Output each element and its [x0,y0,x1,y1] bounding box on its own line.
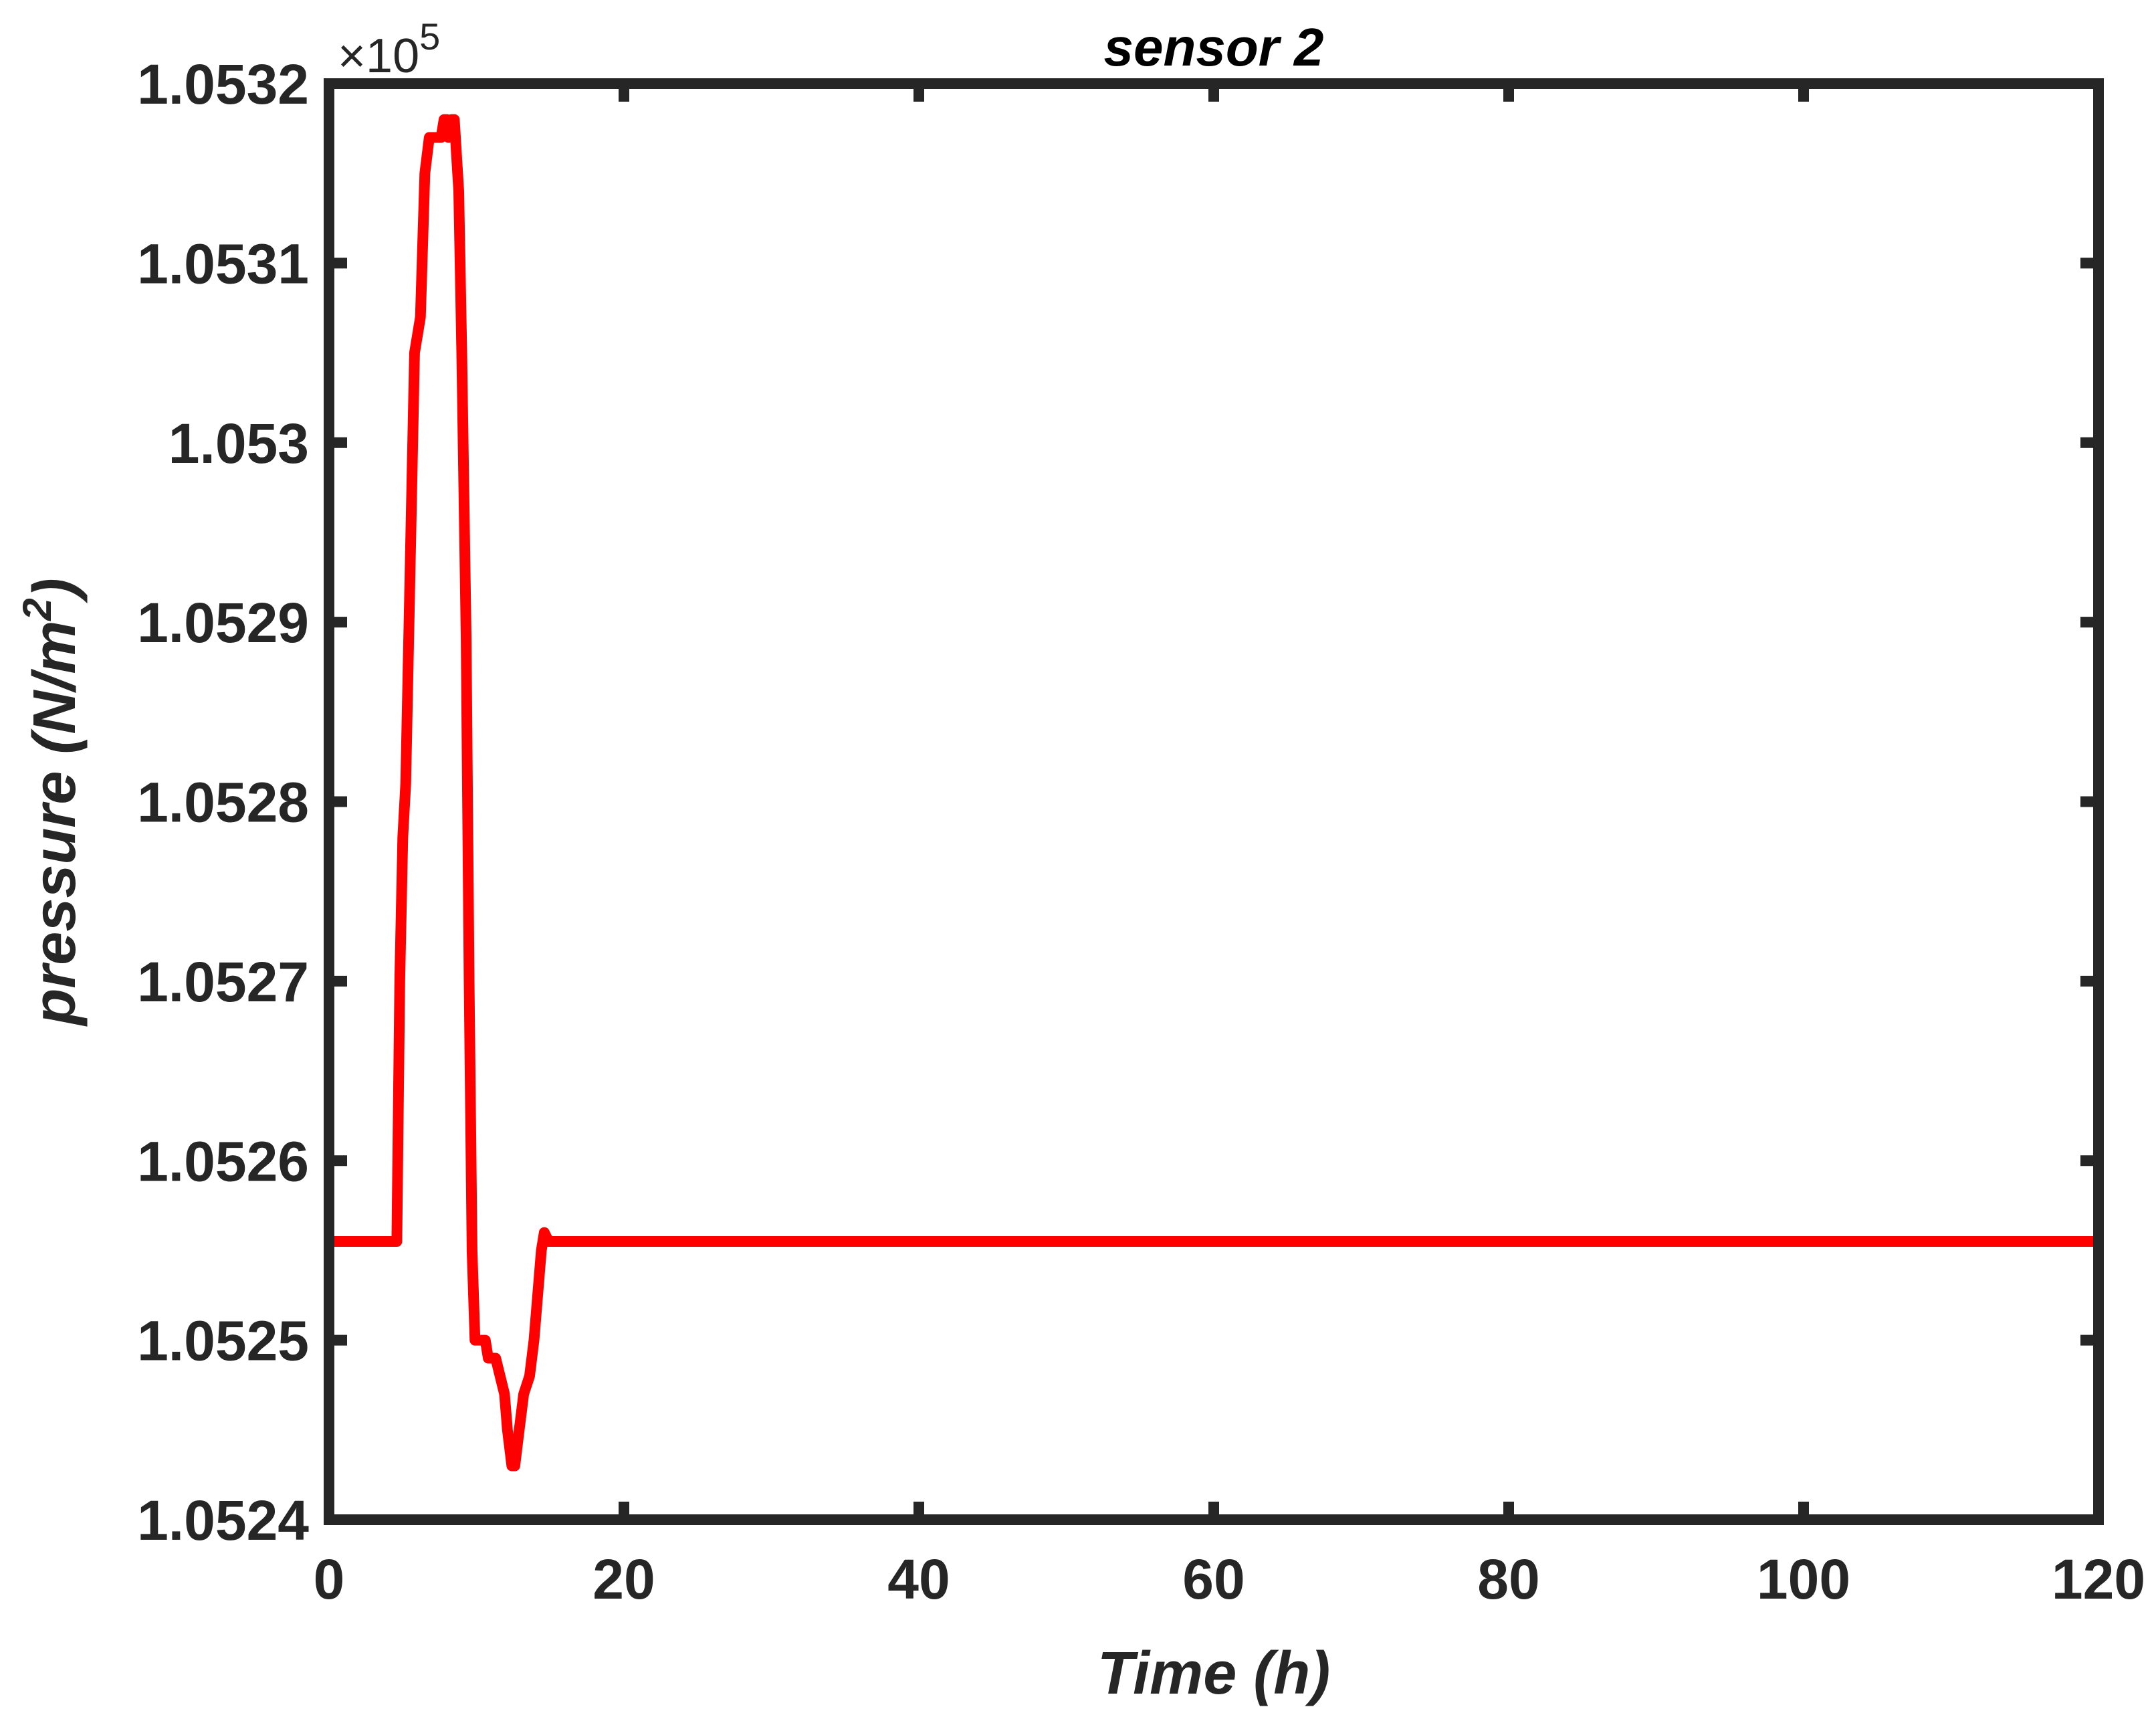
tick-labels: 0 20 40 60 80 100 120 1.0524 1.0525 1.0526 1.0527 1… [137,53,2145,1611]
y-tick-label: 1.053 [169,412,309,475]
axes-box [324,78,2104,1525]
y-tick-label: 1.0528 [137,771,309,834]
y-tick-label: 1.0525 [137,1310,309,1373]
y-tick-label: 1.0531 [137,232,309,295]
y-axis-label-sup: 2 [15,598,60,621]
y-axis-label: pressure (N/m2) [15,578,88,1027]
x-tick-label: 20 [592,1548,655,1611]
y-tick-label: 1.0524 [137,1489,309,1552]
chart-marks [329,114,2098,1472]
x-tick-label: 120 [2052,1548,2145,1611]
y-axis-multiplier-exponent: 5 [419,15,440,58]
x-tick-label: 100 [1757,1548,1850,1611]
x-tick-label: 0 [314,1548,345,1611]
x-axis-label: Time (h) [1097,1640,1330,1707]
x-tick-label: 80 [1477,1548,1539,1611]
y-axis-label-main: pressure (N/m [21,621,88,1027]
x-tick-label: 40 [887,1548,950,1611]
series-line-0 [329,114,2098,1472]
y-tick-label: 1.0529 [137,591,309,654]
x-tick-label: 60 [1182,1548,1245,1611]
chart-title: sensor 2 [1103,17,1323,77]
y-tick-label: 1.0527 [137,950,309,1013]
y-tick-label: 1.0532 [137,53,309,116]
y-tick-label: 1.0526 [137,1130,309,1193]
axis-ticks [329,84,2098,1520]
y-axis-multiplier-base: ×10 [338,29,419,83]
y-axis-multiplier: ×105 [338,15,440,83]
